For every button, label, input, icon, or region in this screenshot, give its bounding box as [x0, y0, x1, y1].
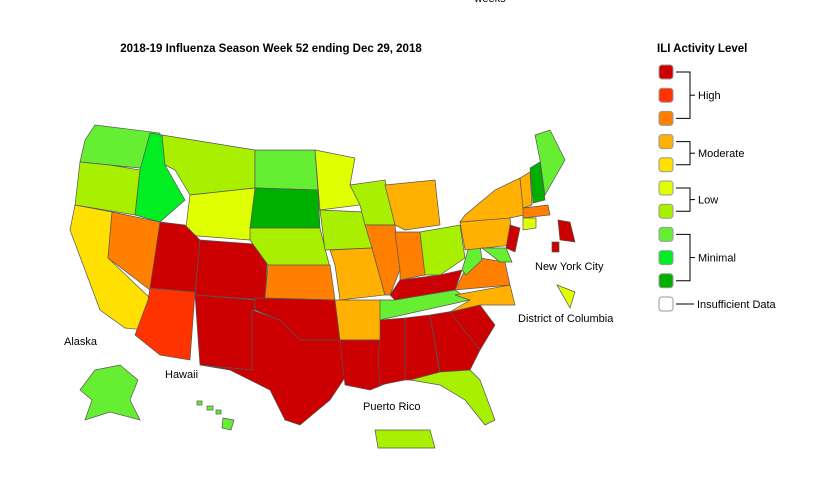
- state: [194, 294, 256, 371]
- legend-swatch: [658, 273, 674, 289]
- legend-swatch: [658, 226, 674, 242]
- legend-label: Low: [698, 195, 718, 207]
- map-label: Puerto Rico: [363, 401, 420, 413]
- legend-swatch: [658, 87, 674, 103]
- state: [519, 171, 533, 209]
- legend-bracket: [676, 71, 691, 119]
- state: [329, 247, 386, 301]
- state: [480, 247, 513, 263]
- state: [377, 317, 406, 386]
- legend-swatch: [658, 134, 674, 150]
- state: [522, 204, 551, 219]
- state: [314, 149, 361, 211]
- state: [534, 129, 566, 197]
- state: [505, 224, 521, 253]
- legend-swatch: [658, 157, 674, 173]
- map-label: New York City: [535, 261, 604, 273]
- state: [254, 149, 319, 191]
- map-label: Hawaii: [165, 369, 198, 381]
- legend-swatch: [658, 64, 674, 80]
- map-label: District of Columbia: [518, 313, 614, 325]
- legend-swatch: [658, 296, 674, 312]
- state: [334, 299, 386, 341]
- states: [69, 124, 576, 449]
- hawaii-region: [196, 400, 235, 431]
- legend-label: Moderate: [698, 148, 744, 160]
- nyc-region: [551, 241, 560, 253]
- puerto-rico-region: [374, 429, 436, 449]
- legend-title: ILI Activity Level: [657, 43, 747, 55]
- legend-swatch: [658, 180, 674, 196]
- state: [394, 231, 426, 281]
- state: [134, 287, 196, 361]
- state: [454, 257, 511, 291]
- cut-text: weeks: [473, 0, 506, 5]
- state: [264, 264, 336, 301]
- state: [419, 224, 466, 276]
- legend-label: Insufficient Data: [697, 299, 777, 311]
- state: [461, 244, 483, 276]
- legend-swatch: [658, 110, 674, 126]
- legend-bracket: [676, 187, 691, 212]
- legend-label: Minimal: [698, 253, 736, 265]
- state: [522, 217, 537, 231]
- legend-bracket: [676, 141, 691, 166]
- state: [249, 187, 321, 229]
- dc-region: [556, 284, 576, 309]
- legend-swatch: [658, 250, 674, 266]
- state: [557, 219, 576, 243]
- legend-swatch: [658, 203, 674, 219]
- state: [384, 179, 441, 231]
- state: [459, 217, 514, 251]
- state: [529, 161, 546, 204]
- map-label: Alaska: [64, 336, 98, 348]
- state: [459, 177, 525, 223]
- legend-label: High: [698, 90, 721, 102]
- legend: High Moderate Low Minimal Insufficient Data: [658, 64, 777, 312]
- state: [199, 309, 351, 426]
- map-title: 2018-19 Influenza Season Week 52 ending …: [120, 43, 422, 55]
- state: [409, 369, 496, 426]
- legend-bracket: [676, 233, 691, 282]
- state: [184, 187, 256, 241]
- alaska-region: [79, 364, 141, 421]
